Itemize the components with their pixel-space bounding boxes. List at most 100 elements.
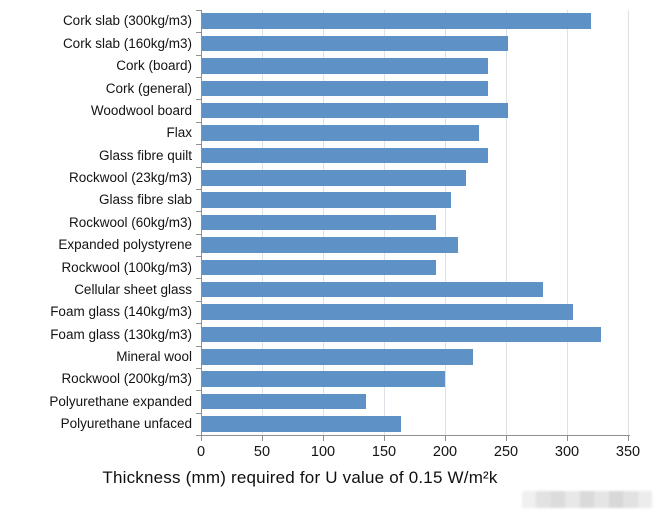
x-axis-title: Thickness (mm) required for U value of 0…: [102, 468, 498, 487]
y-axis-tick: [196, 166, 201, 168]
watermark-pixel-block: [623, 491, 638, 508]
bar: [201, 371, 445, 387]
x-tick-label: 150: [371, 444, 397, 460]
bar-row: [201, 368, 628, 390]
bar: [201, 237, 459, 253]
y-axis-tick: [196, 99, 201, 101]
gridline: [628, 10, 629, 435]
x-axis-tick: [384, 435, 385, 441]
category-label: Glass fibre slab: [98, 192, 192, 208]
y-axis-tick: [196, 144, 201, 146]
bar: [201, 58, 488, 74]
x-tick-label: 100: [310, 444, 336, 460]
y-axis-tick: [196, 412, 201, 414]
bar: [201, 125, 480, 141]
x-axis-line: [201, 435, 631, 436]
x-tick-label: 300: [554, 444, 580, 460]
bar-row: [201, 189, 628, 211]
y-axis-tick: [196, 323, 201, 325]
watermark-pixel-block: [608, 491, 624, 508]
bar-row: [201, 323, 628, 345]
category-label: Glass fibre quilt: [98, 147, 192, 163]
bar: [201, 259, 437, 276]
bar: [201, 35, 509, 52]
bars-container: [201, 10, 628, 435]
bar-row: [201, 390, 628, 412]
category-label: Foam glass (140kg/m3): [50, 304, 192, 320]
x-axis-tick: [323, 435, 324, 441]
category-label: Rockwool (23kg/m3): [68, 170, 192, 186]
watermark-pixel-block: [637, 491, 652, 508]
category-label: Rockwool (60kg/m3): [68, 214, 192, 230]
watermark-pixel-block: [536, 491, 551, 508]
x-tick-label: 50: [253, 444, 271, 460]
blurred-watermark: [522, 491, 652, 508]
y-axis-tick: [196, 188, 201, 190]
category-label: Flax: [166, 125, 192, 141]
bar: [201, 102, 509, 119]
x-tick-label: 0: [196, 444, 206, 460]
x-axis-tick: [506, 435, 507, 441]
category-label: Foam glass (130kg/m3): [50, 326, 192, 342]
bar-row: [201, 122, 628, 144]
x-axis-tick: [201, 435, 202, 441]
bar-row: [201, 256, 628, 278]
y-axis-tick: [196, 121, 201, 123]
watermark-pixel-block: [550, 491, 566, 508]
gridline: [567, 10, 568, 435]
category-label: Cellular sheet glass: [74, 281, 192, 297]
y-axis-tick: [196, 345, 201, 347]
bar-row: [201, 301, 628, 323]
bar-row: [201, 413, 628, 435]
y-axis-tick: [196, 32, 201, 34]
bar: [201, 326, 602, 343]
x-tick-label: 350: [615, 444, 641, 460]
bar: [201, 393, 366, 410]
bar-row: [201, 167, 628, 189]
category-label: Rockwool (100kg/m3): [61, 259, 192, 275]
y-axis-tick: [196, 256, 201, 258]
gridline: [445, 10, 446, 435]
bar-row: [201, 211, 628, 233]
x-axis-tick: [262, 435, 263, 441]
bar-row: [201, 55, 628, 77]
category-label: Cork slab (300kg/m3): [62, 13, 192, 29]
bar: [201, 13, 592, 29]
bar-row: [201, 346, 628, 368]
category-axis-labels: Cork slab (300kg/m3) Cork slab (160kg/m3)…: [0, 10, 192, 435]
category-label: Cork (board): [116, 58, 192, 74]
y-axis-line: [201, 10, 202, 435]
bar-row: [201, 100, 628, 122]
watermark-pixel-block: [579, 491, 595, 508]
bar: [201, 416, 402, 432]
category-label: Woodwool board: [90, 102, 192, 118]
bar: [201, 281, 543, 298]
x-tick-label: 250: [493, 444, 519, 460]
bar: [201, 349, 474, 365]
category-label: Expanded polystyrene: [58, 237, 192, 253]
x-tick-label: 200: [432, 444, 458, 460]
bar: [201, 80, 488, 97]
bar-row: [201, 10, 628, 32]
category-label: Rockwool (200kg/m3): [61, 371, 192, 387]
y-axis-tick: [196, 390, 201, 392]
watermark-pixel-block: [565, 491, 580, 508]
bar: [201, 170, 466, 186]
x-axis-tick-labels: 0 50 100 150 200 250 300 350: [197, 444, 640, 462]
bar-row: [201, 279, 628, 301]
bar-row: [201, 144, 628, 166]
y-axis-tick: [196, 367, 201, 369]
y-axis-tick: [196, 211, 201, 213]
y-axis-tick: [196, 233, 201, 235]
watermark-pixel-block: [522, 491, 537, 508]
y-axis-tick: [196, 77, 201, 79]
y-axis-tick: [196, 278, 201, 280]
y-axis-tick: [196, 10, 201, 11]
plot-area: [196, 10, 631, 441]
category-label: Mineral wool: [116, 349, 192, 365]
gridline: [506, 10, 507, 435]
bar: [201, 192, 452, 208]
category-label: Cork (general): [105, 80, 192, 96]
category-label: Polyurethane unfaced: [60, 416, 192, 432]
